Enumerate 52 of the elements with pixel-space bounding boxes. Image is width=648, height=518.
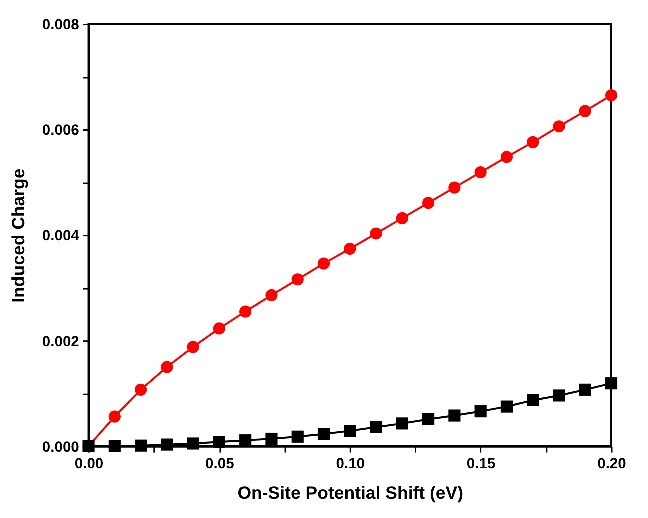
point (187, 341, 200, 354)
point (240, 434, 252, 447)
point (553, 120, 566, 133)
point (474, 166, 487, 179)
point (396, 418, 408, 430)
point (553, 390, 566, 402)
point (605, 89, 618, 102)
point (213, 322, 226, 335)
point (266, 289, 278, 302)
point (292, 430, 304, 443)
y-axis-title: Induced Charge (8, 168, 29, 303)
y-tick-label: 0.000 (42, 440, 80, 456)
point (108, 410, 121, 423)
point (448, 182, 461, 194)
point (292, 274, 304, 286)
point (422, 413, 435, 426)
point (527, 136, 540, 148)
point (605, 378, 618, 390)
x-axis-title: On-Site Potential Shift (eV) (238, 483, 464, 504)
point (344, 425, 356, 438)
point (448, 410, 461, 422)
point (500, 400, 513, 413)
x-tick-label: 0.00 (74, 456, 104, 473)
point (500, 151, 513, 164)
y-tick-label: 0.002 (42, 334, 80, 350)
point (370, 228, 382, 240)
point (213, 436, 226, 448)
point (396, 212, 408, 224)
point (579, 384, 592, 396)
y-tick-label: 0.004 (42, 228, 80, 245)
point (240, 306, 252, 318)
point (344, 243, 356, 256)
x-tick-label: 0.10 (336, 456, 366, 473)
y-tick-label: 0.008 (42, 18, 80, 34)
point (135, 384, 148, 396)
point (579, 105, 592, 118)
point (135, 440, 148, 452)
point (370, 421, 382, 434)
point (527, 394, 540, 407)
point (474, 406, 487, 418)
x-tick-label: 0.05 (206, 456, 234, 473)
point (187, 438, 200, 450)
point (318, 258, 330, 270)
point (266, 432, 278, 446)
point (161, 438, 174, 451)
point (318, 428, 330, 440)
point (108, 440, 121, 452)
x-tick-label: 0.20 (598, 456, 626, 473)
point (422, 197, 435, 210)
point (161, 361, 174, 374)
x-tick-label: 0.15 (466, 456, 496, 473)
y-tick-label: 0.006 (42, 123, 80, 140)
